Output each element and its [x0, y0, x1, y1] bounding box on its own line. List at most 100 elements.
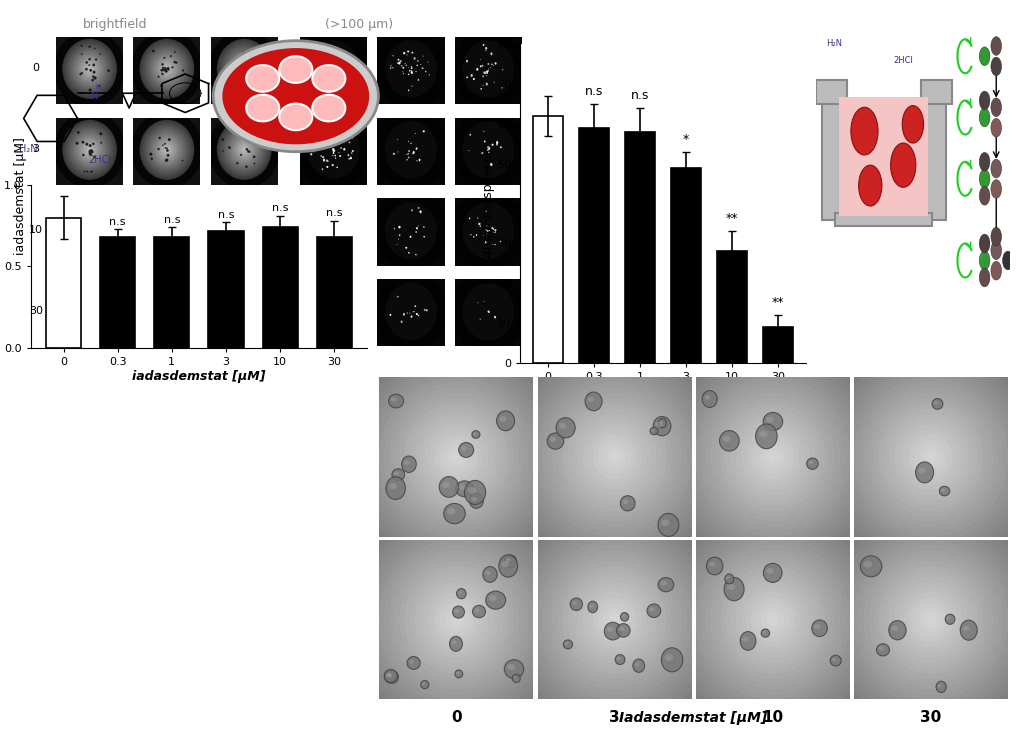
Ellipse shape — [760, 445, 784, 469]
Ellipse shape — [416, 147, 417, 149]
Ellipse shape — [223, 47, 265, 91]
Ellipse shape — [140, 121, 194, 179]
Ellipse shape — [165, 160, 167, 161]
Ellipse shape — [612, 455, 615, 459]
Ellipse shape — [936, 684, 941, 687]
Ellipse shape — [71, 49, 108, 89]
FancyBboxPatch shape — [815, 80, 846, 104]
Ellipse shape — [235, 60, 253, 78]
Ellipse shape — [323, 158, 325, 161]
Ellipse shape — [162, 226, 171, 235]
Ellipse shape — [411, 315, 412, 317]
Ellipse shape — [486, 233, 487, 235]
Ellipse shape — [243, 232, 244, 234]
Ellipse shape — [92, 230, 94, 232]
Ellipse shape — [541, 545, 687, 695]
Ellipse shape — [226, 50, 262, 88]
Ellipse shape — [150, 51, 183, 87]
Ellipse shape — [862, 387, 998, 527]
Ellipse shape — [740, 424, 804, 490]
Ellipse shape — [649, 427, 657, 434]
Ellipse shape — [233, 219, 255, 242]
Ellipse shape — [434, 434, 478, 480]
Ellipse shape — [65, 204, 114, 258]
Ellipse shape — [165, 229, 168, 232]
Ellipse shape — [439, 602, 473, 637]
Ellipse shape — [222, 48, 369, 144]
Ellipse shape — [323, 56, 324, 57]
Ellipse shape — [829, 655, 841, 666]
Ellipse shape — [230, 216, 258, 246]
Ellipse shape — [459, 198, 518, 263]
Ellipse shape — [726, 576, 729, 579]
Ellipse shape — [70, 47, 109, 90]
Ellipse shape — [94, 77, 97, 79]
Ellipse shape — [150, 152, 152, 155]
Ellipse shape — [65, 285, 114, 338]
Ellipse shape — [451, 640, 457, 645]
Ellipse shape — [549, 437, 555, 442]
Ellipse shape — [226, 131, 262, 169]
Ellipse shape — [439, 477, 459, 497]
Ellipse shape — [454, 618, 458, 622]
Ellipse shape — [164, 143, 165, 144]
Ellipse shape — [334, 155, 335, 157]
Ellipse shape — [90, 149, 92, 152]
Ellipse shape — [694, 377, 850, 537]
Ellipse shape — [762, 412, 782, 431]
Ellipse shape — [913, 602, 947, 637]
Ellipse shape — [760, 608, 784, 632]
Ellipse shape — [92, 75, 94, 78]
Ellipse shape — [235, 221, 253, 240]
Ellipse shape — [725, 571, 819, 668]
Ellipse shape — [89, 150, 90, 152]
Ellipse shape — [409, 408, 503, 505]
Ellipse shape — [654, 498, 890, 740]
Ellipse shape — [77, 226, 79, 228]
Ellipse shape — [246, 148, 248, 150]
Ellipse shape — [141, 122, 193, 178]
Ellipse shape — [704, 550, 840, 690]
Ellipse shape — [500, 87, 502, 88]
Ellipse shape — [141, 283, 193, 340]
Ellipse shape — [888, 621, 905, 640]
Ellipse shape — [67, 287, 112, 336]
Ellipse shape — [167, 243, 168, 244]
Ellipse shape — [680, 524, 864, 716]
Ellipse shape — [597, 440, 631, 474]
Ellipse shape — [87, 315, 88, 316]
Ellipse shape — [169, 305, 172, 307]
Ellipse shape — [481, 65, 483, 67]
Ellipse shape — [614, 655, 625, 665]
Ellipse shape — [338, 152, 339, 153]
Ellipse shape — [89, 229, 92, 232]
Ellipse shape — [496, 335, 732, 579]
Ellipse shape — [234, 301, 254, 322]
Ellipse shape — [488, 230, 490, 231]
Ellipse shape — [154, 217, 179, 244]
Ellipse shape — [71, 210, 108, 251]
Ellipse shape — [69, 289, 110, 334]
Ellipse shape — [163, 65, 170, 73]
Ellipse shape — [71, 309, 73, 310]
Ellipse shape — [867, 392, 993, 522]
Ellipse shape — [165, 67, 168, 70]
Ellipse shape — [90, 244, 92, 246]
Ellipse shape — [167, 67, 169, 70]
Ellipse shape — [888, 414, 972, 500]
Ellipse shape — [77, 298, 102, 325]
Ellipse shape — [88, 147, 92, 152]
Text: 2HCl: 2HCl — [89, 155, 111, 165]
Ellipse shape — [413, 57, 415, 60]
Ellipse shape — [490, 64, 492, 65]
Ellipse shape — [150, 294, 183, 329]
Ellipse shape — [262, 238, 264, 239]
Ellipse shape — [258, 229, 260, 231]
Ellipse shape — [699, 545, 845, 695]
Ellipse shape — [86, 68, 88, 70]
Ellipse shape — [655, 422, 662, 427]
Ellipse shape — [439, 602, 473, 637]
Ellipse shape — [140, 201, 194, 260]
Ellipse shape — [144, 206, 190, 255]
Ellipse shape — [165, 147, 166, 149]
